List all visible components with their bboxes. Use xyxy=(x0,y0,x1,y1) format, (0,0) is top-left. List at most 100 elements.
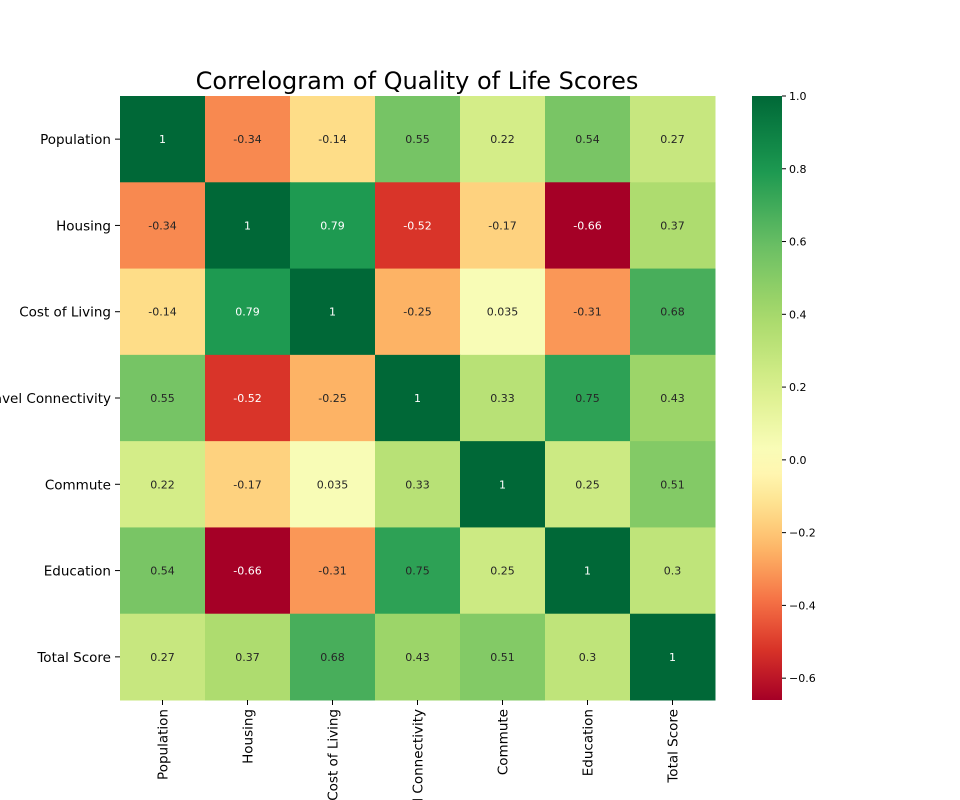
column-label-commute: Commute xyxy=(496,709,512,775)
row-label-education: Education xyxy=(44,564,111,580)
heatmap-cell-travel-connectivity-housing xyxy=(205,354,291,442)
heatmap-cell-travel-connectivity-travel-connectivity xyxy=(375,354,461,442)
cell-value-label: 0.79 xyxy=(235,306,260,319)
colorbar-tick-label: 0.8 xyxy=(789,163,807,176)
cell-value-label: 1 xyxy=(584,565,591,578)
cell-value-label: 1 xyxy=(414,392,421,405)
cell-value-label: 0.25 xyxy=(490,565,515,578)
column-label-total-score: Total Score xyxy=(666,709,682,784)
cell-value-label: -0.66 xyxy=(573,219,601,232)
cell-value-label: 0.37 xyxy=(660,219,685,232)
heatmap-cell-housing-education xyxy=(545,182,631,270)
cell-value-label: 0.25 xyxy=(575,478,600,491)
cell-value-label: 0.3 xyxy=(579,651,597,664)
heatmap-cell-travel-connectivity-cost-of-living xyxy=(290,354,376,442)
cell-value-label: 0.54 xyxy=(575,133,600,146)
column-label-population: Population xyxy=(156,709,172,780)
cell-value-label: 0.43 xyxy=(660,392,685,405)
cell-value-label: 0.75 xyxy=(405,565,430,578)
heatmap-cell-travel-connectivity-population xyxy=(120,354,206,442)
heatmap-cell-travel-connectivity-total-score xyxy=(630,354,716,442)
heatmap-cell-housing-population xyxy=(120,182,206,270)
heatmap-cell-housing-housing xyxy=(205,182,291,270)
heatmap-cell-cost-of-living-travel-connectivity xyxy=(375,268,461,356)
cell-value-label: 0.27 xyxy=(660,133,685,146)
cell-value-label: -0.25 xyxy=(318,392,346,405)
heatmap-cell-housing-cost-of-living xyxy=(290,182,376,270)
colorbar-tick-label: −0.6 xyxy=(789,672,816,685)
heatmap-cell-cost-of-living-cost-of-living xyxy=(290,268,376,356)
cell-value-label: 0.55 xyxy=(150,392,175,405)
heatmap-cell-education-education xyxy=(545,527,631,615)
chart-title: Correlogram of Quality of Life Scores xyxy=(196,67,639,95)
cell-value-label: -0.31 xyxy=(318,565,346,578)
colorbar-tick-label: 0.4 xyxy=(789,308,807,321)
cell-value-label: -0.34 xyxy=(233,133,261,146)
heatmap-cell-total-score-education xyxy=(545,613,631,701)
heatmap-cell-commute-travel-connectivity xyxy=(375,441,461,528)
heatmap-cell-population-total-score xyxy=(630,96,716,183)
row-label-cost-of-living: Cost of Living xyxy=(19,305,111,321)
heatmap-cell-cost-of-living-population xyxy=(120,268,206,356)
heatmap-cell-commute-commute xyxy=(460,441,546,528)
colorbar-tick-label: 0.2 xyxy=(789,381,807,394)
row-label-population: Population xyxy=(40,132,111,148)
heatmap-cell-cost-of-living-housing xyxy=(205,268,291,356)
heatmap-cell-population-travel-connectivity xyxy=(375,96,461,183)
heatmap-cell-population-commute xyxy=(460,96,546,183)
heatmap-cell-education-total-score xyxy=(630,527,716,615)
cell-value-label: 0.035 xyxy=(487,306,519,319)
heatmap-cell-commute-education xyxy=(545,441,631,528)
cell-value-label: 0.33 xyxy=(405,478,430,491)
cell-value-label: -0.14 xyxy=(148,306,176,319)
cell-value-label: 0.22 xyxy=(490,133,515,146)
cell-value-label: 0.68 xyxy=(660,306,685,319)
cell-value-label: 0.75 xyxy=(575,392,600,405)
heatmap-cell-cost-of-living-commute xyxy=(460,268,546,356)
cell-value-label: 0.3 xyxy=(664,565,682,578)
cell-value-label: -0.25 xyxy=(403,306,431,319)
heatmap-cell-education-housing xyxy=(205,527,291,615)
heatmap-cell-travel-connectivity-commute xyxy=(460,354,546,442)
column-labels: Population Housing Cost of Living Travel Co… xyxy=(156,700,682,800)
cell-value-label: 0.33 xyxy=(490,392,515,405)
cell-value-label: 1 xyxy=(244,219,251,232)
heatmap-cell-population-housing xyxy=(205,96,291,183)
colorbar-tick-label: −0.2 xyxy=(789,527,816,540)
colorbar-tick-label: 1.0 xyxy=(789,90,807,103)
heatmap-cell-total-score-travel-connectivity xyxy=(375,613,461,701)
heatmap-cell-population-cost-of-living xyxy=(290,96,376,183)
row-label-commute: Commute xyxy=(45,477,111,493)
heatmap-cell-total-score-housing xyxy=(205,613,291,701)
heatmap-cell-commute-total-score xyxy=(630,441,716,528)
heatmap-cell-education-population xyxy=(120,527,206,615)
row-labels: Population Housing Cost of Living Travel Co… xyxy=(0,132,120,666)
cell-value-label: -0.52 xyxy=(233,392,261,405)
cell-value-label: 0.37 xyxy=(235,651,260,664)
heatmap-cell-total-score-commute xyxy=(460,613,546,701)
heatmap-cell-population-population xyxy=(120,96,206,183)
cell-value-label: 0.54 xyxy=(150,565,175,578)
cell-value-label: 0.035 xyxy=(317,478,349,491)
cell-value-label: -0.31 xyxy=(573,306,601,319)
heatmap-cell-travel-connectivity-education xyxy=(545,354,631,442)
cell-value-label: 0.68 xyxy=(320,651,345,664)
heatmap-cell-education-cost-of-living xyxy=(290,527,376,615)
colorbar-tick-label: 0.0 xyxy=(789,454,807,467)
colorbar-ticks: −0.6 −0.4 −0.2 0.0 0.2 0.4 0.6 0.8 1.0 xyxy=(782,90,816,685)
heatmap-cell-labels: 1 -0.34 -0.14 0.55 0.22 0.54 0.27 -0.34 1 0.79 -0.… xyxy=(148,133,684,664)
heatmap-cell-housing-commute xyxy=(460,182,546,270)
column-label-housing: Housing xyxy=(241,709,257,764)
cell-value-label: 1 xyxy=(669,651,676,664)
heatmap-cell-total-score-cost-of-living xyxy=(290,613,376,701)
heatmap-cell-cost-of-living-total-score xyxy=(630,268,716,356)
heatmap-cell-population-education xyxy=(545,96,631,183)
row-label-total-score: Total Score xyxy=(36,650,111,666)
cell-value-label: -0.66 xyxy=(233,565,261,578)
column-label-cost-of-living: Cost of Living xyxy=(326,709,342,800)
heatmap-cell-total-score-total-score xyxy=(630,613,716,701)
heatmap-cell-cost-of-living-education xyxy=(545,268,631,356)
column-label-education: Education xyxy=(581,709,597,776)
cell-value-label: -0.17 xyxy=(233,478,261,491)
